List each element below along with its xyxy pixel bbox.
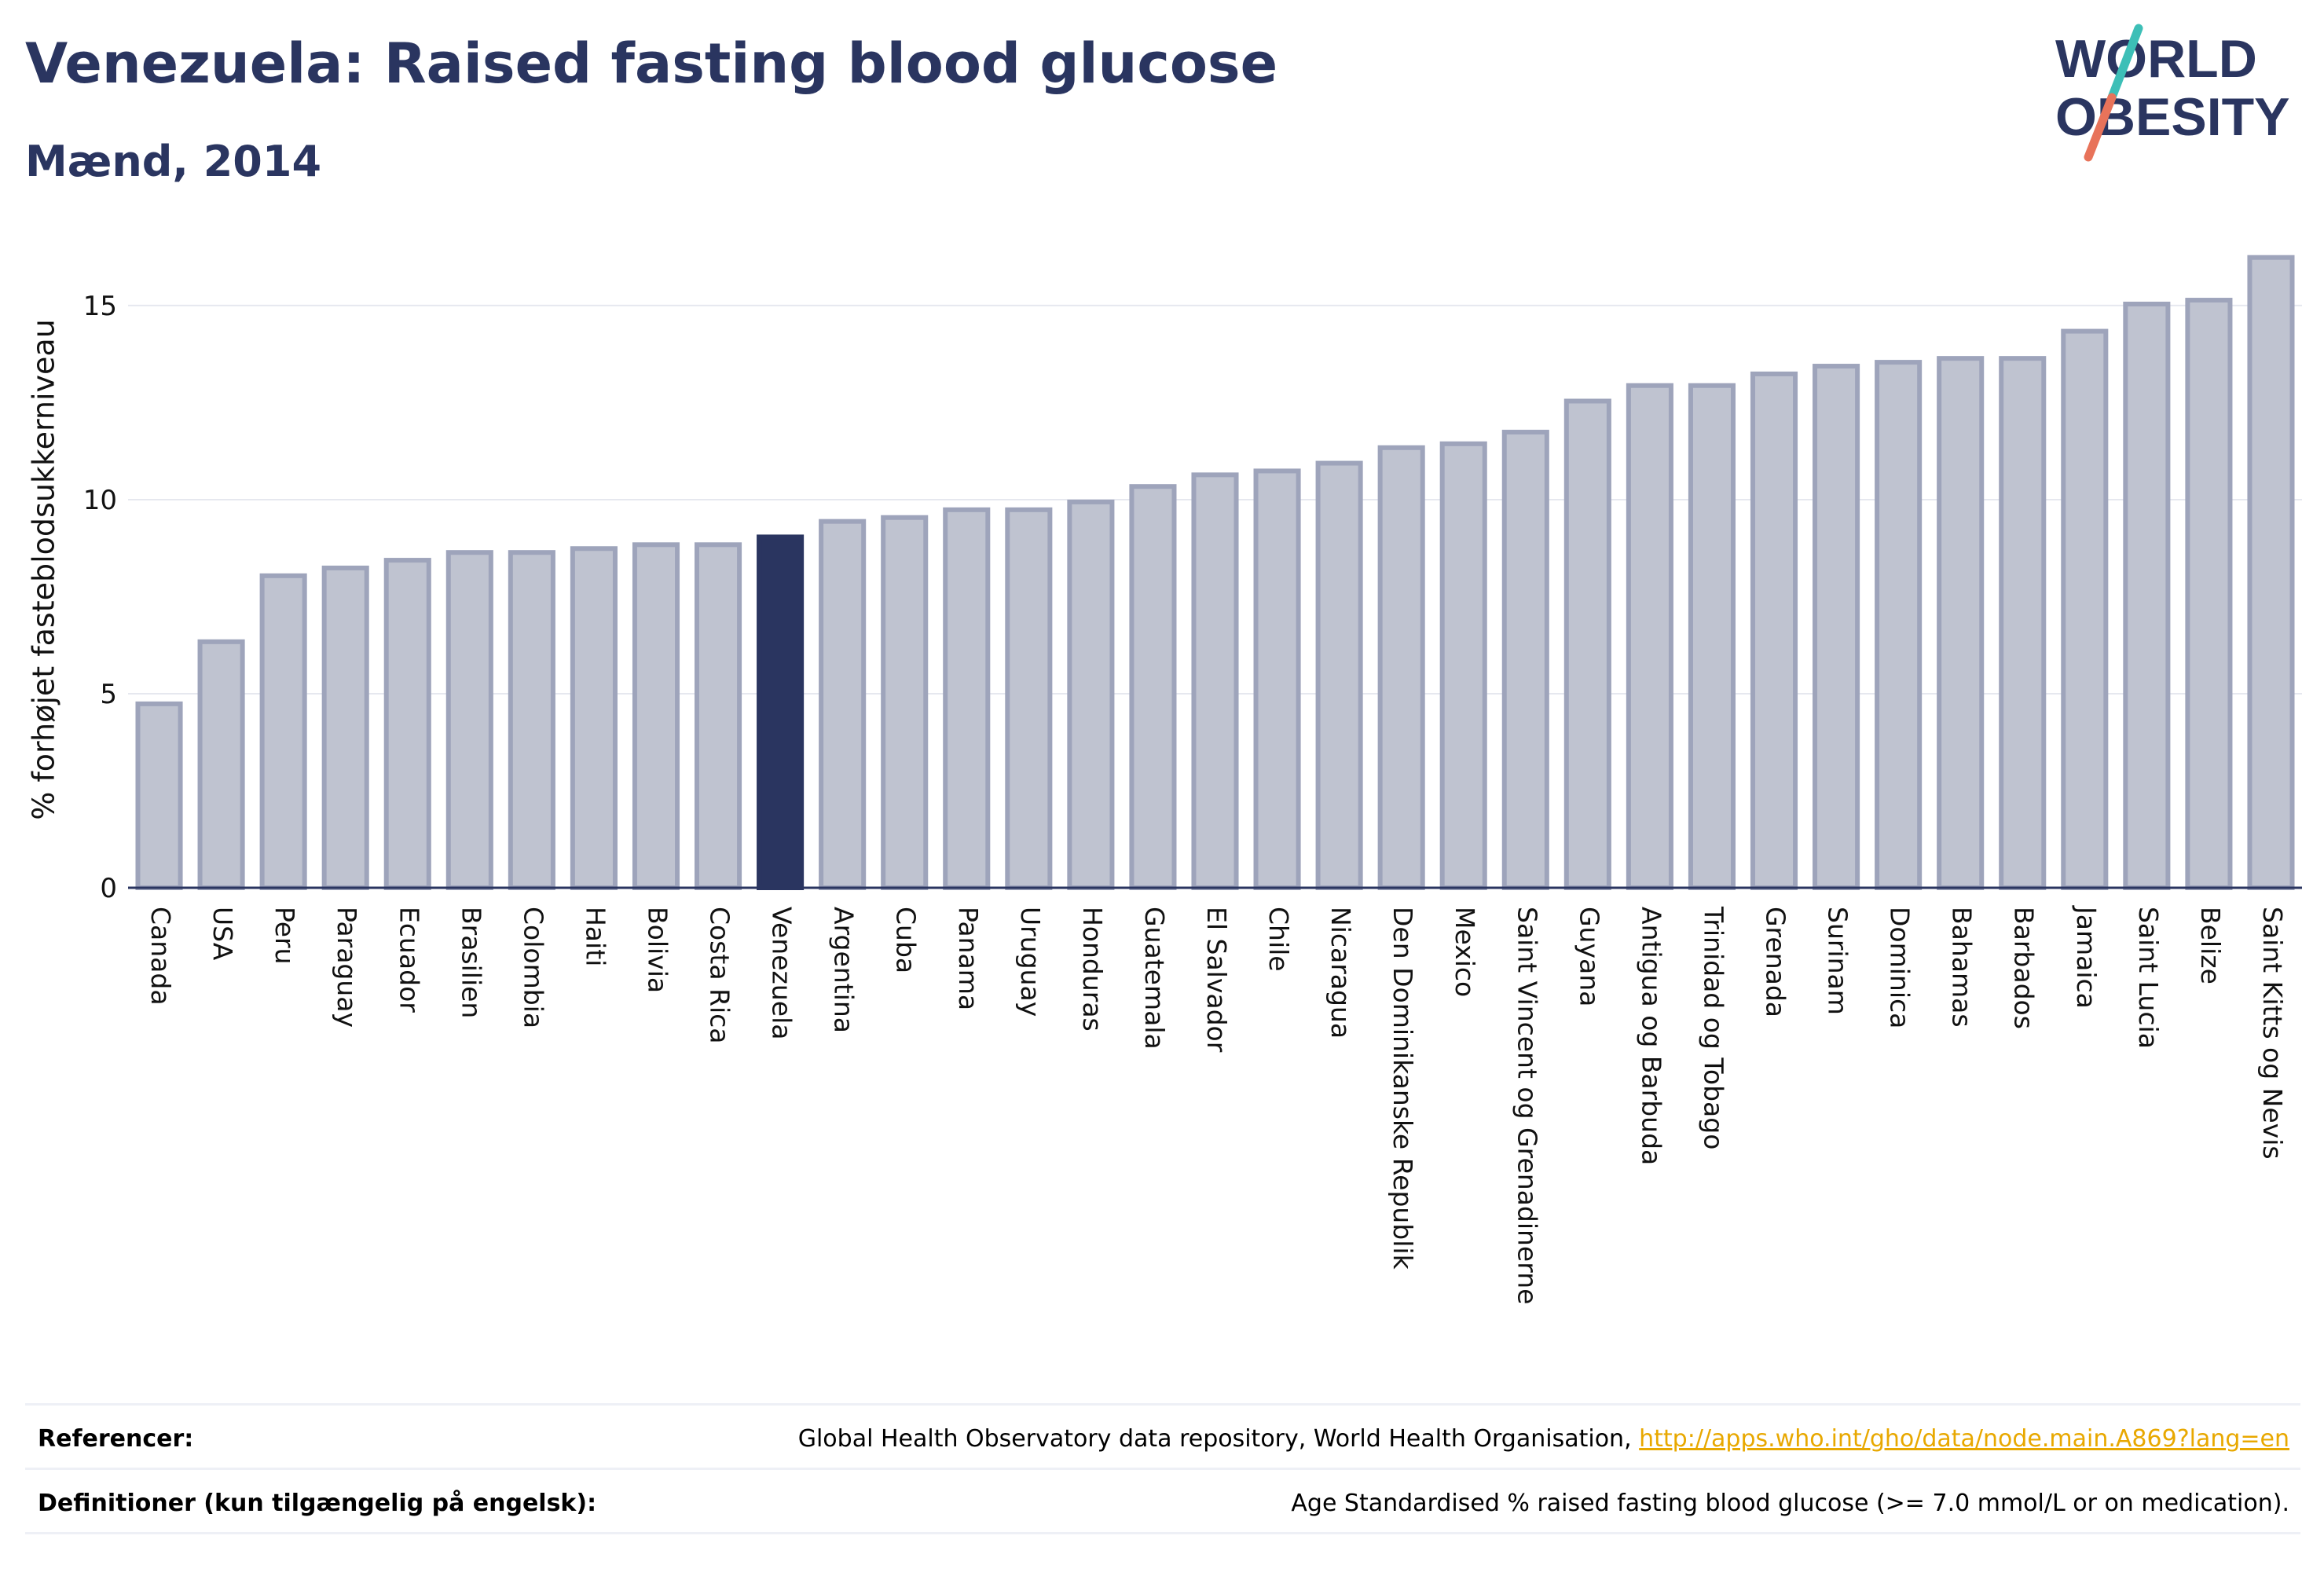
x-tick-label: Honduras: [1077, 907, 1108, 1032]
x-tick-label: Guatemala: [1139, 907, 1170, 1050]
bar-jamaica[interactable]: [2061, 328, 2109, 891]
bars: [135, 255, 2295, 891]
x-tick-label: Bahamas: [1947, 907, 1978, 1028]
references-link[interactable]: http://apps.who.int/gho/data/node.main.A…: [1639, 1425, 2289, 1453]
x-tick-label: Paraguay: [332, 907, 362, 1028]
bar-saint-vincent-og-grenadinerne[interactable]: [1501, 430, 1549, 890]
references-label: Referencer:: [38, 1425, 194, 1453]
bar-costa-rica[interactable]: [695, 542, 742, 890]
x-tick-label: Surinam: [1823, 907, 1853, 1015]
logo-slash-bottom: [2084, 93, 2117, 162]
x-tick-label: Belize: [2195, 907, 2226, 984]
bar-guatemala[interactable]: [1129, 484, 1177, 890]
x-tick-label: El Salvador: [1201, 907, 1232, 1053]
bar-bolivia[interactable]: [632, 542, 680, 890]
bar-trinidad-og-tobago[interactable]: [1688, 383, 1736, 890]
bar-ecuador[interactable]: [383, 558, 431, 890]
y-tick-label: 10: [83, 485, 117, 516]
bar-dominica[interactable]: [1875, 360, 1923, 891]
bar-panama[interactable]: [943, 507, 991, 890]
bar-guyana[interactable]: [1563, 398, 1611, 890]
bar-surinam[interactable]: [1813, 364, 1860, 890]
bar-nicaragua[interactable]: [1315, 460, 1363, 890]
bar-haiti[interactable]: [570, 546, 618, 890]
y-tick-label: 0: [100, 873, 117, 904]
x-tick-label: Saint Vincent og Grenadinerne: [1512, 907, 1542, 1304]
bar-el-salvador[interactable]: [1191, 472, 1239, 890]
bar-cuba[interactable]: [881, 515, 929, 890]
bar-saint-kitts-og-nevis[interactable]: [2247, 255, 2295, 890]
definitions-label: Definitioner (kun tilgængelig på engelsk…: [38, 1490, 597, 1517]
footer-divider-top: [25, 1403, 2300, 1406]
x-tick-label: Brasilien: [456, 907, 486, 1018]
bar-chart: 0 5 10 15 Canada USA Peru Paraguay Ecuador Brasi…: [27, 255, 2302, 1304]
x-tick-label: Canada: [145, 907, 176, 1006]
y-tick-labels: 0 5 10 15: [83, 291, 117, 904]
x-tick-label: Mexico: [1450, 907, 1480, 997]
bar-barbados[interactable]: [1999, 356, 2047, 890]
x-tick-label: Barbados: [2009, 907, 2040, 1029]
x-tick-label: Venezuela: [767, 907, 797, 1039]
y-tick-label: 5: [100, 679, 117, 710]
bar-belize[interactable]: [2185, 298, 2233, 890]
chart-title: Venezuela: Raised fasting blood glucose: [25, 31, 1278, 96]
x-tick-label: Jamaica: [2071, 905, 2102, 1009]
bar-saint-lucia[interactable]: [2123, 301, 2171, 890]
bar-antigua-og-barbuda[interactable]: [1626, 383, 1673, 890]
logo-slash-top: [2107, 24, 2143, 102]
x-tick-label: Dominica: [1885, 907, 1915, 1028]
bar-usa[interactable]: [197, 639, 245, 890]
bar-canada[interactable]: [135, 701, 183, 890]
y-tick-label: 15: [83, 291, 117, 322]
references-text: Global Health Observatory data repositor…: [797, 1425, 1640, 1453]
x-tick-label: Argentina: [829, 907, 860, 1033]
x-tick-label: Ecuador: [394, 907, 424, 1013]
definitions-value: Age Standardised % raised fasting blood …: [1291, 1490, 2289, 1517]
world-obesity-logo: WORLD OBESITY: [2055, 24, 2290, 162]
bar-den-dominikanske-republik[interactable]: [1377, 445, 1425, 890]
x-tick-label: Den Dominikanske Republik: [1387, 907, 1418, 1270]
x-tick-label: Saint Kitts og Nevis: [2257, 907, 2288, 1160]
x-tick-label: Costa Rica: [705, 907, 735, 1044]
x-tick-label: Nicaragua: [1325, 907, 1356, 1039]
x-tick-label: Haiti: [580, 907, 610, 966]
footer-divider-middle: [25, 1468, 2300, 1470]
x-tick-label: Antigua og Barbuda: [1636, 907, 1666, 1165]
x-tick-label: Chile: [1263, 907, 1294, 972]
bar-brasilien[interactable]: [445, 550, 493, 891]
x-tick-label: Colombia: [518, 907, 548, 1028]
x-tick-label: Grenada: [1761, 907, 1791, 1017]
bar-honduras[interactable]: [1067, 499, 1115, 890]
y-axis-label: % forhøjet fasteblodsukkerniveau: [27, 319, 61, 820]
x-tick-label: Cuba: [891, 907, 922, 973]
x-tick-label: USA: [207, 907, 238, 961]
bar-venezuela[interactable]: [757, 534, 805, 891]
references-value: Global Health Observatory data repositor…: [798, 1425, 2289, 1453]
x-tick-label: Uruguay: [1015, 907, 1046, 1017]
bar-argentina[interactable]: [819, 519, 867, 891]
bar-mexico[interactable]: [1439, 441, 1487, 890]
x-tick-label: Guyana: [1574, 907, 1604, 1006]
bar-uruguay[interactable]: [1005, 507, 1053, 890]
logo-line1: WORLD: [2055, 29, 2257, 89]
x-tick-label: Bolivia: [642, 907, 673, 993]
footer-divider-bottom: [25, 1532, 2300, 1534]
x-tick-label: Trinidad og Tobago: [1698, 906, 1728, 1149]
x-tick-label: Peru: [269, 907, 300, 965]
x-tick-labels: Canada USA Peru Paraguay Ecuador Brasilien Col…: [145, 905, 2288, 1304]
bar-bahamas[interactable]: [1937, 356, 1985, 890]
bar-grenada[interactable]: [1750, 371, 1798, 890]
bar-paraguay[interactable]: [321, 565, 369, 890]
bar-colombia[interactable]: [508, 550, 555, 891]
chart-subtitle: Mænd, 2014: [25, 137, 322, 186]
bar-peru[interactable]: [259, 573, 307, 890]
x-tick-label: Saint Lucia: [2133, 907, 2164, 1049]
bar-chile[interactable]: [1253, 468, 1301, 890]
x-tick-label: Panama: [953, 907, 984, 1010]
